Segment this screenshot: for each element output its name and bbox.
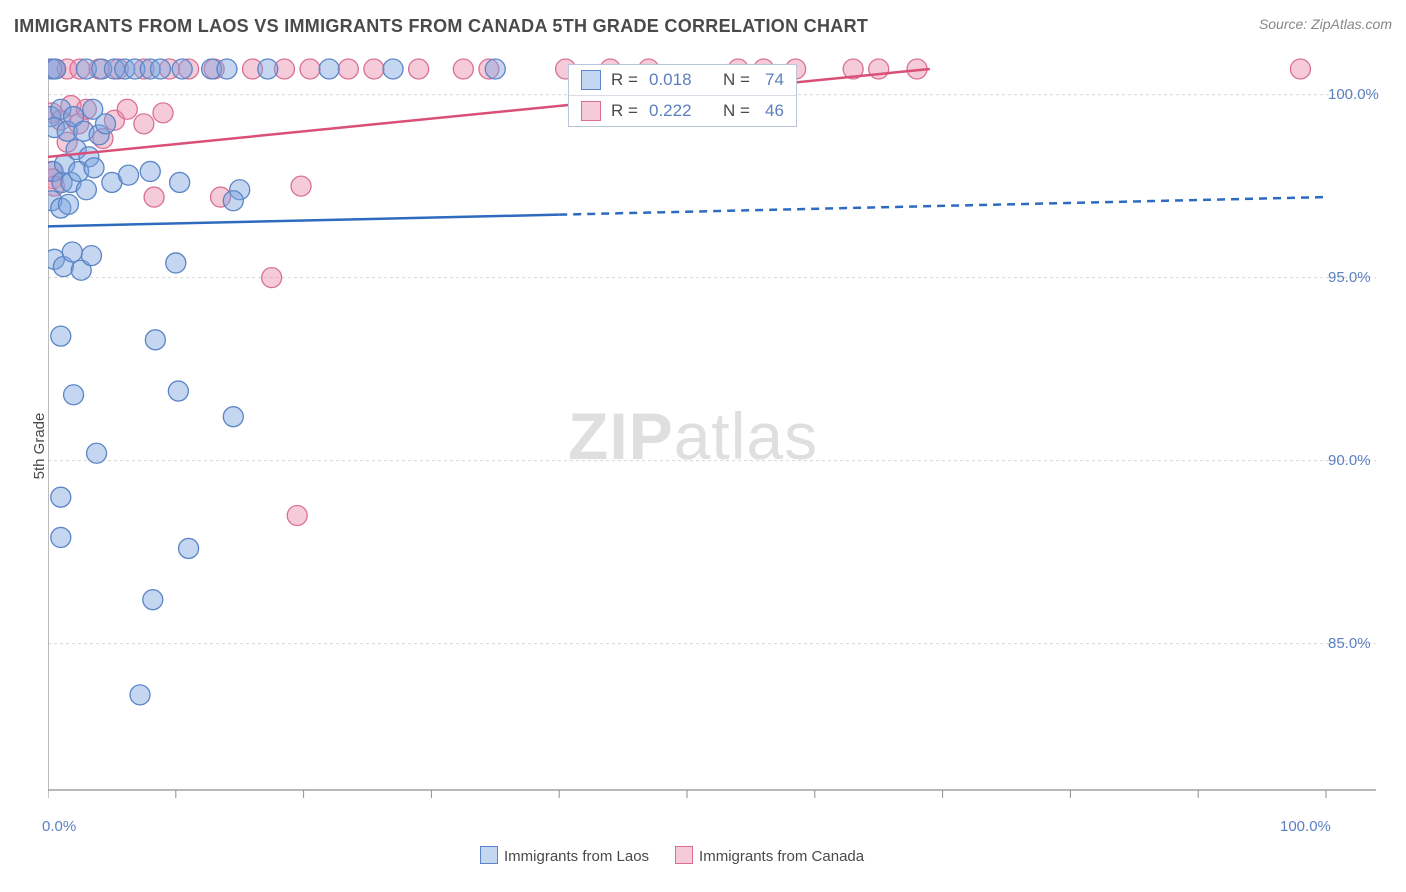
r-value: 0.018	[649, 70, 705, 90]
page-title: IMMIGRANTS FROM LAOS VS IMMIGRANTS FROM …	[14, 16, 868, 37]
legend-swatch-icon	[675, 846, 693, 864]
n-value: 74	[765, 70, 784, 90]
ytick-label: 100.0%	[1328, 86, 1379, 103]
ytick-label: 85.0%	[1328, 635, 1371, 652]
bottom-legend: Immigrants from Laos Immigrants from Cana…	[480, 846, 864, 865]
legend-swatch-icon	[480, 846, 498, 864]
scatter-chart-svg	[48, 58, 1378, 818]
legend-label: Immigrants from Laos	[504, 848, 649, 865]
ytick-label: 95.0%	[1328, 269, 1371, 286]
n-value: 46	[765, 101, 784, 121]
n-label: N =	[723, 70, 755, 90]
y-axis-label: 5th Grade	[31, 413, 48, 480]
legend-item-laos: Immigrants from Laos	[480, 846, 649, 865]
xtick-label: 0.0%	[42, 818, 76, 835]
r-value: 0.222	[649, 101, 705, 121]
r-label: R =	[611, 101, 639, 121]
legend-swatch-icon	[581, 70, 601, 90]
ytick-label: 90.0%	[1328, 452, 1371, 469]
legend-item-canada: Immigrants from Canada	[675, 846, 864, 865]
chart-area: ZIPatlas R =0.018N =74R =0.222N =46 85.0…	[48, 58, 1378, 818]
stats-legend-box: R = 0.018 N = 74 R = 0.222 N = 46	[568, 64, 797, 127]
r-label: R =	[611, 70, 639, 90]
stats-row-laos: R = 0.018 N = 74	[569, 65, 796, 96]
legend-label: Immigrants from Canada	[699, 848, 864, 865]
n-label: N =	[723, 101, 755, 121]
stats-row-canada: R = 0.222 N = 46	[569, 96, 796, 126]
legend-swatch-icon	[581, 101, 601, 121]
source-label: Source: ZipAtlas.com	[1259, 16, 1392, 32]
xtick-label: 100.0%	[1280, 818, 1331, 835]
